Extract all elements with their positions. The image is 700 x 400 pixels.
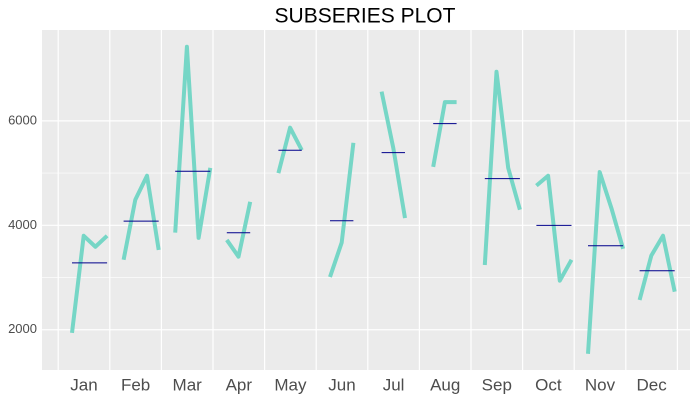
x-tick-label: Aug — [430, 375, 460, 394]
x-tick-label: Feb — [121, 375, 150, 394]
chart-title: SUBSERIES PLOT — [275, 5, 456, 28]
subseries-line — [586, 170, 626, 354]
x-tick-label: Dec — [636, 375, 667, 394]
x-tick-label: Mar — [173, 375, 203, 394]
x-tick-label: Nov — [585, 375, 616, 394]
subseries-line — [70, 233, 109, 334]
x-tick-label: Sep — [482, 375, 512, 394]
x-tick-label: Oct — [535, 375, 562, 394]
subseries-line — [276, 125, 304, 174]
subseries-line — [379, 91, 407, 219]
x-tick-label: Jun — [328, 375, 355, 394]
y-tick-label: 4000 — [8, 217, 37, 232]
panel — [42, 30, 690, 370]
subseries-line — [431, 100, 457, 168]
subseries-line — [535, 173, 574, 283]
subseries-line — [637, 233, 677, 301]
y-tick-label: 6000 — [8, 112, 37, 127]
subseries-line — [225, 201, 253, 259]
y-tick-label: 2000 — [8, 321, 37, 336]
x-tick-label: May — [274, 375, 307, 394]
x-tick-label: Jul — [383, 375, 405, 394]
subseries-line — [173, 44, 213, 240]
subseries-line — [121, 173, 161, 261]
x-tick-label: Apr — [226, 375, 253, 394]
subseries-line — [482, 69, 522, 266]
subseries-line — [328, 142, 356, 278]
x-tick-label: Jan — [70, 375, 97, 394]
